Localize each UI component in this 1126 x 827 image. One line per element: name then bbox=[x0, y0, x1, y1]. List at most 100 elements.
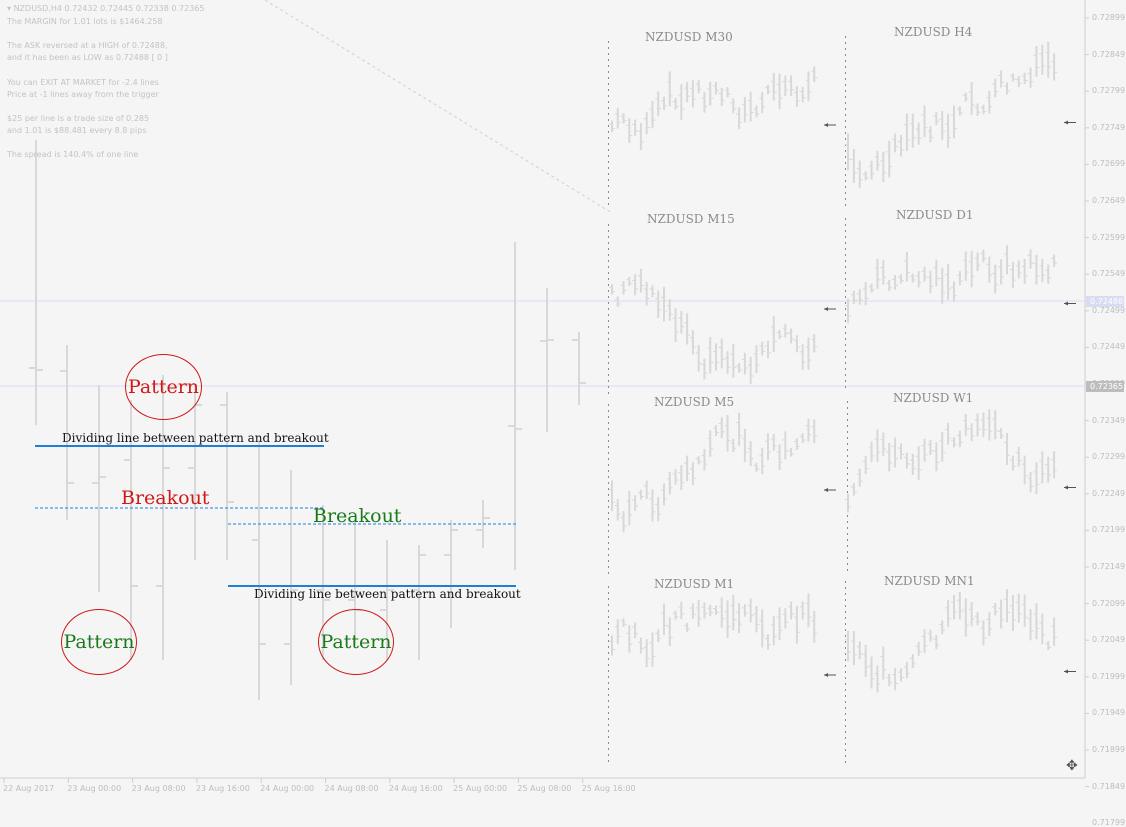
panel-scale-dot bbox=[845, 54, 846, 56]
panel-scale-dot bbox=[608, 344, 609, 346]
panel-scale-dot bbox=[845, 314, 846, 316]
panel-scale-dot bbox=[608, 71, 609, 73]
panel-scale-dot bbox=[845, 198, 846, 200]
panel-scale-dot bbox=[845, 629, 846, 631]
panel-scale-dot bbox=[608, 652, 609, 654]
panel-scale-dot bbox=[608, 179, 609, 181]
price-label: 0.72149 bbox=[1092, 562, 1126, 571]
panel-scale-dot bbox=[608, 434, 609, 436]
panel-scale-dot bbox=[608, 254, 609, 256]
panel-scale-dot bbox=[845, 593, 846, 595]
panel-scale-dot bbox=[845, 332, 846, 334]
panel-scale-dot bbox=[845, 290, 846, 292]
price-label: 0.71799 bbox=[1092, 818, 1126, 827]
panel-scale-dot bbox=[847, 557, 848, 559]
panel-scale-dot bbox=[847, 455, 848, 457]
panel-scale-dot bbox=[608, 566, 609, 568]
panel-scale-dot bbox=[845, 683, 846, 685]
panel-title-mn1: NZDUSD MN1 bbox=[884, 574, 975, 588]
panel-scale-dot bbox=[845, 162, 846, 164]
panel-scale-dot bbox=[847, 551, 848, 553]
panel-scale-dot bbox=[608, 476, 609, 478]
panel-scale-dot bbox=[845, 120, 846, 122]
panel-scale-dot bbox=[608, 616, 609, 618]
panel-scale-dot bbox=[608, 688, 609, 690]
panel-scale-dot bbox=[608, 308, 609, 310]
panel-scale-dot bbox=[608, 754, 609, 756]
panel-scale-dot bbox=[845, 102, 846, 104]
price-arrow-head bbox=[1064, 669, 1068, 674]
panel-scale-dot bbox=[608, 284, 609, 286]
price-label: 0.71899 bbox=[1092, 745, 1126, 754]
pattern-circle-green-right: Pattern bbox=[318, 609, 394, 675]
panel-scale-dot bbox=[845, 278, 846, 280]
panel-scale-dot bbox=[845, 731, 846, 733]
chart-menu-icon[interactable]: ▾ bbox=[7, 4, 14, 13]
panel-scale-dot bbox=[608, 464, 609, 466]
pattern-circle-green-left: Pattern bbox=[61, 609, 137, 675]
panel-scale-dot bbox=[608, 236, 609, 238]
ask-low-info: and it has been as LOW as 0.72488 [ 0 ] bbox=[7, 53, 168, 62]
panel-scale-dot bbox=[845, 156, 846, 158]
panel-scale-dot bbox=[845, 308, 846, 310]
panel-scale-dot bbox=[845, 186, 846, 188]
panel-scale-dot bbox=[608, 197, 609, 199]
panel-scale-dot bbox=[847, 437, 848, 439]
panel-scale-dot bbox=[608, 362, 609, 364]
panel-scale-dot bbox=[608, 506, 609, 508]
price-label: 0.72699 bbox=[1092, 159, 1126, 169]
price-label: 0.72349 bbox=[1092, 415, 1126, 425]
panel-scale-dot bbox=[608, 682, 609, 684]
panel-scale-dot bbox=[845, 605, 846, 607]
panel-scale-dot bbox=[847, 449, 848, 451]
panel-title-m30: NZDUSD M30 bbox=[645, 30, 733, 44]
panel-scale-dot bbox=[845, 272, 846, 274]
price-label: 0.72249 bbox=[1092, 488, 1126, 498]
panel-title-m1: NZDUSD M1 bbox=[654, 577, 735, 591]
panel-scale-dot bbox=[608, 554, 609, 556]
time-label: 25 Aug 00:00 bbox=[453, 784, 508, 793]
panel-scale-dot bbox=[845, 761, 846, 763]
panel-scale-dot bbox=[608, 95, 609, 97]
panel-scale-dot bbox=[845, 635, 846, 637]
pattern-label-green-right: Pattern bbox=[320, 631, 392, 653]
panel-scale-dot bbox=[845, 671, 846, 673]
panel-scale-dot bbox=[845, 96, 846, 98]
panel-scale-dot bbox=[608, 604, 609, 606]
panel-scale-dot bbox=[608, 113, 609, 115]
panel-scale-dot bbox=[608, 592, 609, 594]
price-arrow-head bbox=[824, 307, 828, 311]
panel-scale-dot bbox=[845, 701, 846, 703]
panel-scale-dot bbox=[608, 320, 609, 322]
panel-scale-dot bbox=[608, 392, 609, 394]
crosshair-corner-icon[interactable]: ✥ bbox=[1066, 758, 1078, 774]
panel-scale-dot bbox=[845, 48, 846, 50]
panel-scale-dot bbox=[608, 119, 609, 121]
panel-scale-dot bbox=[608, 640, 609, 642]
ask-reversed-info: The ASK reversed at a HIGH of 0.72488, bbox=[7, 41, 168, 50]
panel-scale-dot bbox=[608, 314, 609, 316]
panel-title-d1: NZDUSD D1 bbox=[896, 208, 974, 222]
panel-scale-dot bbox=[608, 676, 609, 678]
panel-scale-dot bbox=[845, 284, 846, 286]
panel-scale-dot bbox=[845, 368, 846, 370]
panel-scale-dot bbox=[608, 350, 609, 352]
panel-scale-dot bbox=[845, 587, 846, 589]
pattern-circle-red: Pattern bbox=[125, 354, 202, 420]
panel-scale-dot bbox=[608, 470, 609, 472]
panel-scale-dot bbox=[845, 719, 846, 721]
price-label: 0.72849 bbox=[1092, 49, 1126, 59]
panel-scale-dot bbox=[847, 425, 848, 427]
panel-scale-dot bbox=[845, 689, 846, 691]
panel-scale-dot bbox=[845, 90, 846, 92]
price-label: 0.72799 bbox=[1092, 86, 1126, 96]
panel-scale-dot bbox=[608, 410, 609, 412]
panel-scale-dot bbox=[845, 132, 846, 134]
panel-scale-dot bbox=[608, 748, 609, 750]
panel-scale-dot bbox=[845, 296, 846, 298]
panel-title-h4: NZDUSD H4 bbox=[894, 25, 973, 39]
panel-scale-dot bbox=[845, 374, 846, 376]
panel-scale-dot bbox=[608, 248, 609, 250]
panel-scale-dot bbox=[845, 84, 846, 86]
